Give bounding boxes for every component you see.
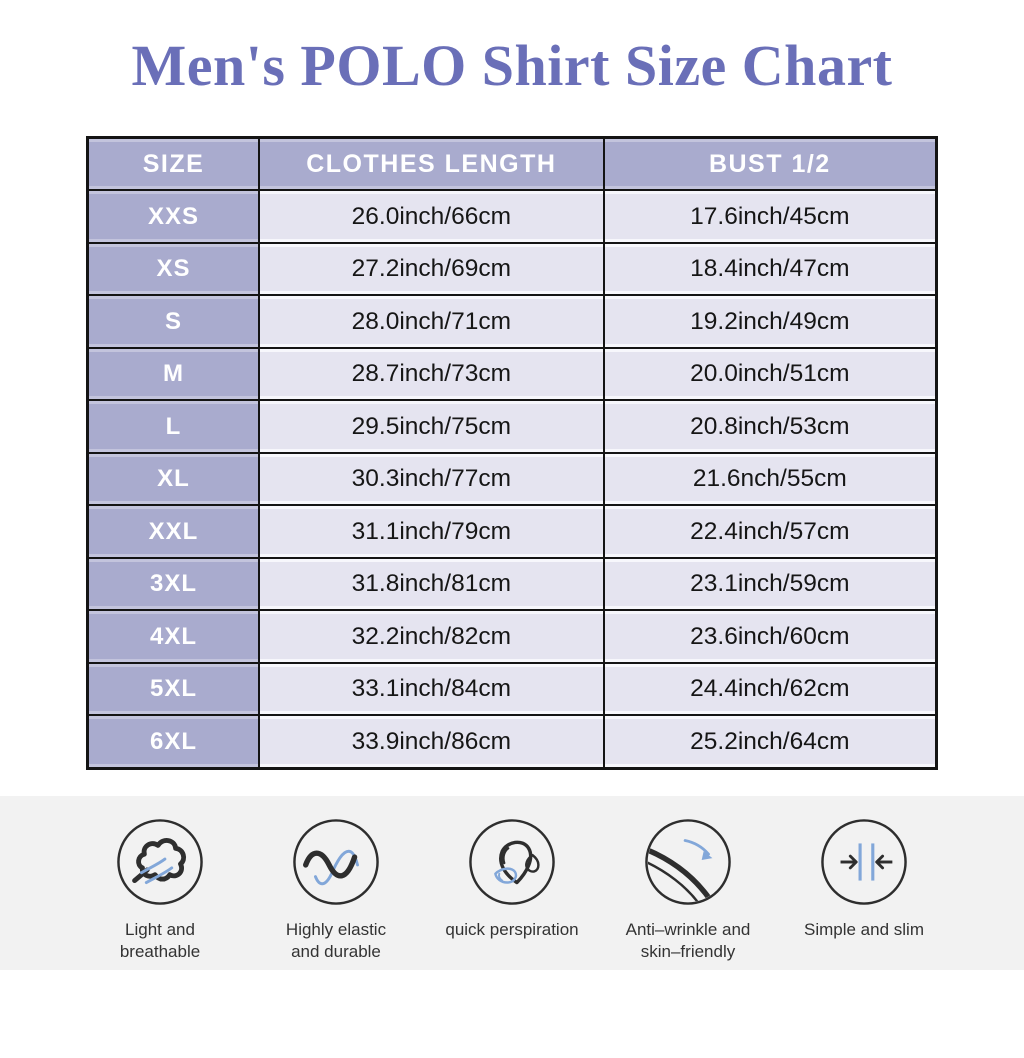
feature-label: Highly elastic and durable <box>285 919 387 962</box>
feature-label: Light and breathable <box>119 919 201 962</box>
size-cell: M <box>86 346 260 402</box>
slim-icon <box>821 819 907 905</box>
feature-label: Anti–wrinkle and skin–friendly <box>625 919 751 962</box>
clothes-length-cell: 33.9inch/86cm <box>257 714 605 770</box>
bust-cell: 19.2inch/49cm <box>602 294 938 349</box>
size-chart-page: Men's POLO Shirt Size Chart SIZE CLOTHES… <box>0 34 1024 1058</box>
table-header-row: SIZE CLOTHES LENGTH BUST 1/2 <box>86 136 938 192</box>
clothes-length-cell: 32.2inch/82cm <box>257 609 605 664</box>
size-cell: S <box>86 294 260 349</box>
size-cell: 4XL <box>86 609 260 664</box>
size-chart-table: SIZE CLOTHES LENGTH BUST 1/2 XXS 26.0inc… <box>86 135 938 770</box>
features-band: Light and breathable Highly elastic and du… <box>0 795 1024 970</box>
size-cell: XXL <box>86 504 260 559</box>
feature-item: quick perspiration <box>424 796 600 941</box>
perspiration-icon <box>469 819 555 905</box>
table-row: S 28.0inch/71cm 19.2inch/49cm <box>86 294 938 349</box>
clothes-length-cell: 27.2inch/69cm <box>257 241 605 297</box>
size-cell: L <box>86 399 260 454</box>
clothes-length-cell: 30.3inch/77cm <box>257 451 605 507</box>
table-row: XXS 26.0inch/66cm 17.6inch/45cm <box>86 189 938 244</box>
clothes-length-cell: 26.0inch/66cm <box>257 189 605 244</box>
header-size: SIZE <box>86 136 260 192</box>
bust-cell: 23.1inch/59cm <box>602 556 938 612</box>
table-row: 6XL 33.9inch/86cm 25.2inch/64cm <box>86 714 938 770</box>
feature-label: Simple and slim <box>804 919 924 939</box>
size-cell: 3XL <box>86 556 260 612</box>
clothes-length-cell: 29.5inch/75cm <box>257 399 605 454</box>
bust-cell: 23.6inch/60cm <box>602 609 938 664</box>
bust-cell: 22.4inch/57cm <box>602 504 938 559</box>
bust-cell: 18.4inch/47cm <box>602 241 938 297</box>
feature-item: Anti–wrinkle and skin–friendly <box>600 796 776 964</box>
size-cell: XXS <box>86 189 260 244</box>
clothes-length-cell: 28.7inch/73cm <box>257 346 605 402</box>
bust-cell: 24.4inch/62cm <box>602 661 938 717</box>
feature-item: Simple and slim <box>776 796 952 941</box>
bust-cell: 20.8inch/53cm <box>602 399 938 454</box>
clothes-length-cell: 33.1inch/84cm <box>257 661 605 717</box>
header-clothes-length: CLOTHES LENGTH <box>257 136 605 192</box>
table-row: XL 30.3inch/77cm 21.6nch/55cm <box>86 451 938 507</box>
header-bust: BUST 1/2 <box>602 136 938 192</box>
elastic-icon <box>293 819 379 905</box>
size-cell: XL <box>86 451 260 507</box>
size-cell: 5XL <box>86 661 260 717</box>
clothes-length-cell: 31.1inch/79cm <box>257 504 605 559</box>
size-cell: 6XL <box>86 714 260 770</box>
bust-cell: 20.0inch/51cm <box>602 346 938 402</box>
table-row: 5XL 33.1inch/84cm 24.4inch/62cm <box>86 661 938 717</box>
table-row: L 29.5inch/75cm 20.8inch/53cm <box>86 399 938 454</box>
table-row: 4XL 32.2inch/82cm 23.6inch/60cm <box>86 609 938 664</box>
feature-item: Highly elastic and durable <box>248 796 424 964</box>
anti-wrinkle-icon <box>645 819 731 905</box>
breathable-icon <box>117 819 203 905</box>
page-title: Men's POLO Shirt Size Chart <box>131 33 893 98</box>
feature-item: Light and breathable <box>72 796 248 964</box>
clothes-length-cell: 28.0inch/71cm <box>257 294 605 349</box>
bust-cell: 25.2inch/64cm <box>602 714 938 770</box>
bust-cell: 21.6nch/55cm <box>602 451 938 507</box>
bust-cell: 17.6inch/45cm <box>602 189 938 244</box>
clothes-length-cell: 31.8inch/81cm <box>257 556 605 612</box>
table-row: XXL 31.1inch/79cm 22.4inch/57cm <box>86 504 938 559</box>
table-row: XS 27.2inch/69cm 18.4inch/47cm <box>86 241 938 297</box>
table-row: M 28.7inch/73cm 20.0inch/51cm <box>86 346 938 402</box>
table-row: 3XL 31.8inch/81cm 23.1inch/59cm <box>86 556 938 612</box>
feature-label: quick perspiration <box>445 919 579 939</box>
size-cell: XS <box>86 241 260 297</box>
